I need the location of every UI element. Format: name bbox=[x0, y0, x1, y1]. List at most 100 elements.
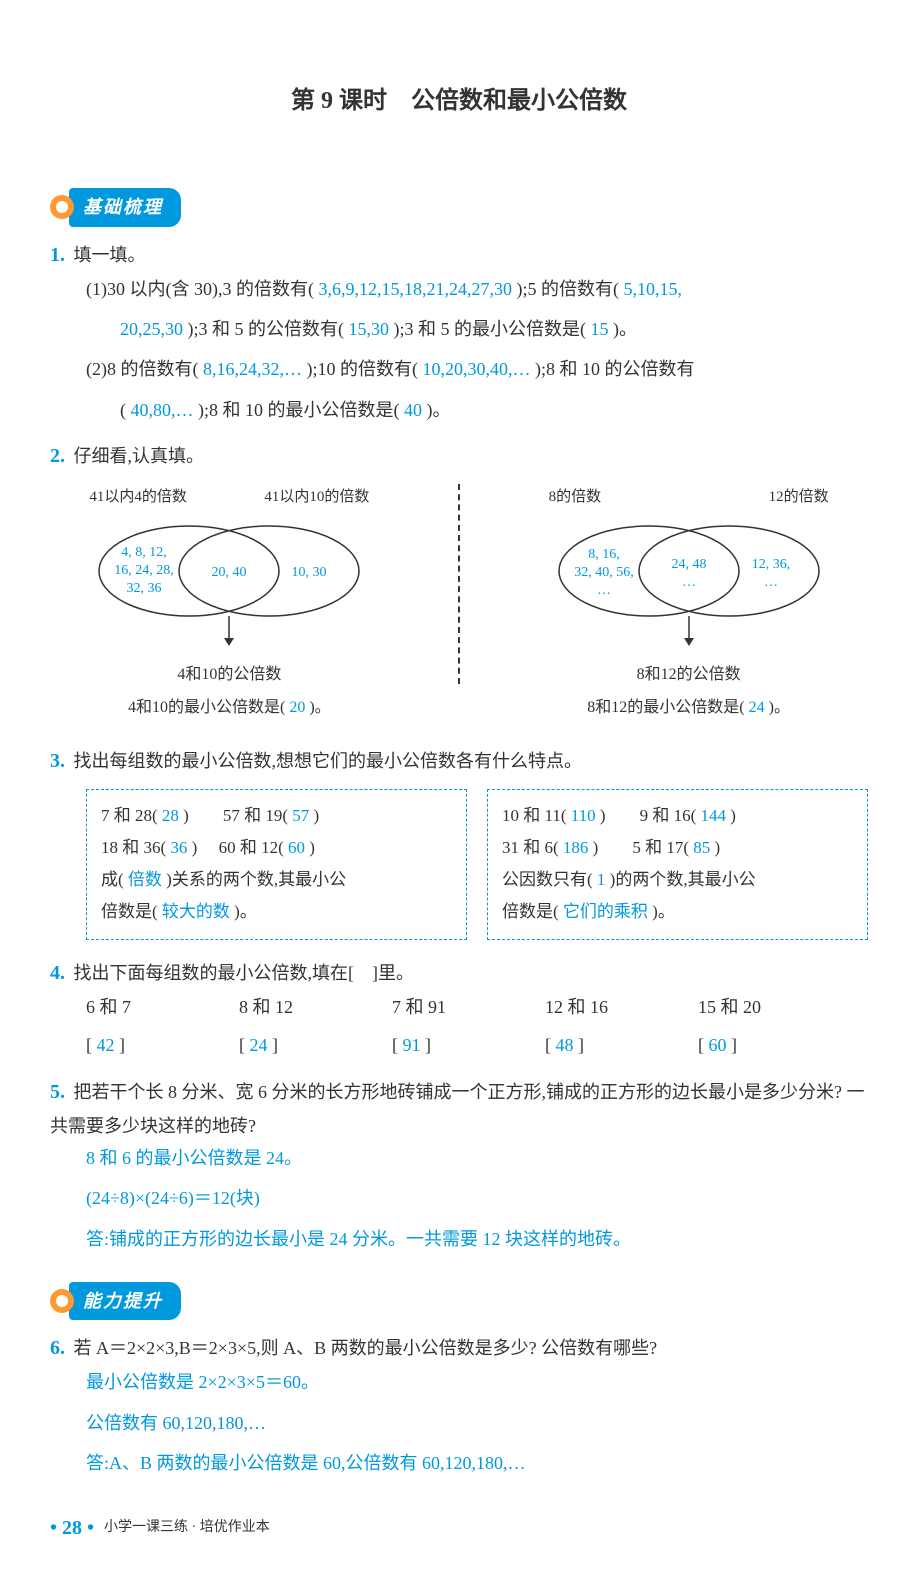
question-4: 4. 找出下面每组数的最小公倍数,填在[ ]里。 6 和 7 8 和 12 7 … bbox=[50, 955, 868, 1062]
q4a0: 42 bbox=[97, 1035, 115, 1055]
page-number: 28 bbox=[50, 1510, 94, 1546]
b2r3aa: 1 bbox=[593, 870, 610, 889]
question-1: 1. 填一填。 (1)30 以内(含 30),3 的倍数有( 3,6,9,12,… bbox=[50, 237, 868, 427]
q4-pair-3: 12 和 16 bbox=[545, 991, 685, 1023]
b2r2a: 31 和 6( bbox=[502, 838, 559, 857]
svg-text:24, 48: 24, 48 bbox=[671, 557, 706, 572]
q1-p1c-ans: 20,25,30 bbox=[120, 319, 188, 339]
venn-r-cap2a: 8和12的最小公倍数是( bbox=[587, 699, 744, 716]
q4-ans-3: [ 48 ] bbox=[545, 1029, 685, 1061]
b1r4b: )。 bbox=[234, 902, 257, 921]
b1r1a: 7 和 28( bbox=[101, 806, 158, 825]
svg-text:32, 40, 56,: 32, 40, 56, bbox=[574, 565, 634, 580]
svg-text:…: … bbox=[764, 575, 778, 590]
svg-text:32, 36: 32, 36 bbox=[127, 581, 162, 596]
q5-l3: 答:铺成的正方形的边长最小是 24 分米。一共需要 12 块这样的地砖。 bbox=[50, 1223, 868, 1255]
q1-p1b-ans: 5,10,15, bbox=[619, 279, 682, 299]
q4-ans-4: [ 60 ] bbox=[698, 1029, 838, 1061]
q4-ans-2: [ 91 ] bbox=[392, 1029, 532, 1061]
q5-l1: 8 和 6 的最小公倍数是 24。 bbox=[50, 1142, 868, 1174]
q1-p2c: );8 和 10 的公倍数有 bbox=[535, 359, 695, 379]
q6-title: 若 A＝2×2×3,B＝2×3×5,则 A、B 两数的最小公倍数是多少? 公倍数… bbox=[74, 1338, 658, 1358]
svg-text:…: … bbox=[682, 575, 696, 590]
venn-l-cap2ans: 20 bbox=[285, 699, 309, 716]
q4-pair-1: 8 和 12 bbox=[239, 991, 379, 1023]
question-5: 5. 把若干个长 8 分米、宽 6 分米的长方形地砖铺成一个正方形,铺成的正方形… bbox=[50, 1074, 868, 1256]
q1-p1e: );3 和 5 的最小公倍数是( bbox=[394, 319, 587, 339]
q1-p1d: );3 和 5 的公倍数有( bbox=[188, 319, 345, 339]
q6-num: 6. bbox=[50, 1337, 65, 1359]
venn-l-label1: 41以内4的倍数 bbox=[89, 484, 187, 511]
q4a4: 60 bbox=[709, 1035, 727, 1055]
q2-num: 2. bbox=[50, 445, 65, 467]
svg-text:…: … bbox=[597, 583, 611, 598]
q4a2: 91 bbox=[403, 1035, 421, 1055]
q1-p2d-ans: 40,80,… bbox=[126, 400, 198, 420]
q4a1: 24 bbox=[250, 1035, 268, 1055]
page-footer: 28 小学一课三练 · 培优作业本 bbox=[50, 1510, 868, 1546]
b1r3b: )关系的两个数,其最小公 bbox=[166, 870, 346, 889]
q1-num: 1. bbox=[50, 244, 65, 266]
b1r2b: ) 60 和 12( bbox=[192, 838, 284, 857]
b1r1c: ) bbox=[314, 806, 320, 825]
b2r2c: ) bbox=[715, 838, 721, 857]
b1r4aa: 较大的数 bbox=[158, 902, 235, 921]
q6-l2: 公倍数有 60,120,180,… bbox=[50, 1407, 868, 1439]
q5-l2: (24÷8)×(24÷6)＝12(块) bbox=[50, 1182, 868, 1214]
q1-p2b-ans: 10,20,30,40,… bbox=[418, 359, 535, 379]
b2r1b: ) 9 和 16( bbox=[600, 806, 696, 825]
venn-r-label1: 8的倍数 bbox=[549, 484, 602, 511]
q4-pair-2: 7 和 91 bbox=[392, 991, 532, 1023]
section-label: 基础梳理 bbox=[69, 188, 181, 226]
b2r2ba: 85 bbox=[689, 838, 715, 857]
b2r3a: 公因数只有( bbox=[502, 870, 593, 889]
q5-title: 把若干个长 8 分米、宽 6 分米的长方形地砖铺成一个正方形,铺成的正方形的边长… bbox=[50, 1082, 865, 1136]
q2-title: 仔细看,认真填。 bbox=[74, 446, 205, 466]
venn-left-block: 41以内4的倍数 41以内10的倍数 4, 8, 12, 16, 24, 28,… bbox=[89, 484, 369, 722]
b1r4a: 倍数是( bbox=[101, 902, 158, 921]
b2r4a: 倍数是( bbox=[502, 902, 559, 921]
q4-pair-4: 15 和 20 bbox=[698, 991, 838, 1023]
q3-num: 3. bbox=[50, 750, 65, 772]
q3-box2: 10 和 11( 110 ) 9 和 16( 144 ) 31 和 6( 186… bbox=[487, 789, 868, 940]
svg-text:12, 36,: 12, 36, bbox=[751, 557, 790, 572]
q1-p2e-ans: 40 bbox=[400, 400, 427, 420]
q1-p1b: );5 的倍数有( bbox=[516, 279, 619, 299]
question-3: 3. 找出每组数的最小公倍数,想想它们的最小公倍数各有什么特点。 7 和 28(… bbox=[50, 743, 868, 940]
b2r2b: ) 5 和 17( bbox=[593, 838, 689, 857]
q5-num: 5. bbox=[50, 1081, 65, 1103]
q1-p2b: );10 的倍数有( bbox=[306, 359, 418, 379]
b2r1a: 10 和 11( bbox=[502, 806, 567, 825]
venn-r-cap2b: )。 bbox=[769, 699, 790, 716]
venn-diagram-left: 4, 8, 12, 16, 24, 28, 32, 36 20, 40 10, … bbox=[89, 516, 369, 646]
svg-text:10, 30: 10, 30 bbox=[292, 565, 327, 580]
q4a3: 48 bbox=[556, 1035, 574, 1055]
b1r2ba: 60 bbox=[284, 838, 310, 857]
section-badge-basic: 基础梳理 bbox=[50, 188, 181, 226]
q1-p2a-ans: 8,16,24,32,… bbox=[198, 359, 306, 379]
venn-l-cap2a: 4和10的最小公倍数是( bbox=[128, 699, 285, 716]
b1r1b: ) 57 和 19( bbox=[183, 806, 288, 825]
venn-r-cap2ans: 24 bbox=[745, 699, 769, 716]
venn-l-cap1: 4和10的公倍数 bbox=[89, 661, 369, 690]
svg-text:4, 8, 12,: 4, 8, 12, bbox=[122, 545, 168, 560]
venn-divider bbox=[458, 484, 460, 684]
q1-title: 填一填。 bbox=[74, 245, 146, 265]
q4-ans-1: [ 24 ] bbox=[239, 1029, 379, 1061]
b2r4b: )。 bbox=[652, 902, 675, 921]
b1r2aa: 36 bbox=[166, 838, 192, 857]
b2r1ba: 144 bbox=[696, 806, 730, 825]
q4-ans-0: [ 42 ] bbox=[86, 1029, 226, 1061]
b2r1aa: 110 bbox=[567, 806, 600, 825]
q1-p2a: (2)8 的倍数有( bbox=[86, 359, 198, 379]
venn-r-label2: 12的倍数 bbox=[769, 484, 829, 511]
q1-p1f: )。 bbox=[613, 319, 637, 339]
q1-p2e: );8 和 10 的最小公倍数是( bbox=[198, 400, 400, 420]
q1-p1a-ans: 3,6,9,12,15,18,21,24,27,30 bbox=[314, 279, 517, 299]
q1-p2f: )。 bbox=[427, 400, 451, 420]
q3-box1: 7 和 28( 28 ) 57 和 19( 57 ) 18 和 36( 36 )… bbox=[86, 789, 467, 940]
svg-text:20, 40: 20, 40 bbox=[212, 565, 247, 580]
svg-text:8, 16,: 8, 16, bbox=[588, 547, 620, 562]
venn-diagram-right: 8, 16, 32, 40, 56, … 24, 48 … 12, 36, … bbox=[549, 516, 829, 646]
b1r2c: ) bbox=[309, 838, 315, 857]
